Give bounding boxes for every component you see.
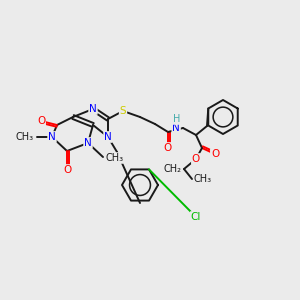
Text: CH₂: CH₂ xyxy=(163,164,181,174)
Text: N: N xyxy=(84,138,92,148)
Text: O: O xyxy=(192,154,200,164)
Text: N: N xyxy=(172,123,180,133)
Text: CH₃: CH₃ xyxy=(105,153,123,163)
Text: S: S xyxy=(120,106,126,116)
Text: O: O xyxy=(164,143,172,153)
Text: N: N xyxy=(48,132,56,142)
Text: N: N xyxy=(104,132,112,142)
Text: O: O xyxy=(211,149,219,159)
Text: N: N xyxy=(89,104,97,114)
Text: H: H xyxy=(172,114,180,124)
Text: CH₃: CH₃ xyxy=(16,132,34,142)
Text: CH₃: CH₃ xyxy=(194,174,212,184)
Text: O: O xyxy=(37,116,45,126)
Text: Cl: Cl xyxy=(191,212,201,222)
Text: O: O xyxy=(63,165,71,175)
